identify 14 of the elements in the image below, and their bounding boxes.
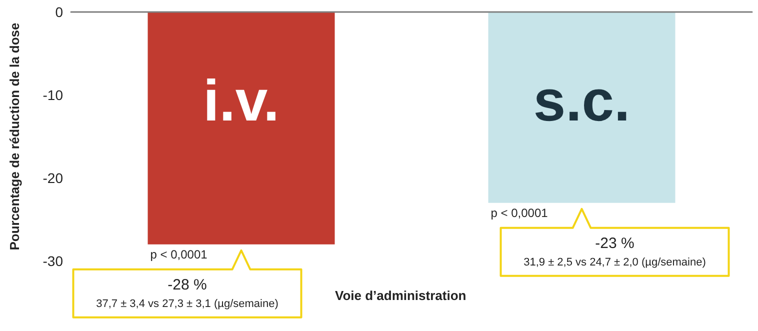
- annotation: p < 0,0001: [490, 206, 548, 220]
- annotation: 31,9 ± 2,5 vs 24,7 ± 2,0 (µg/semaine): [524, 256, 706, 268]
- data-label: -23 %: [595, 234, 634, 252]
- y-tick-label: 0: [55, 4, 64, 20]
- text: 37,7 ± 3,4 vs 27,3 ± 3,1 (µg/semaine): [96, 298, 278, 310]
- y-axis-title: Pourcentage de réduction de la dose: [7, 22, 22, 250]
- y-tick-label: -10: [42, 87, 64, 103]
- x-tick-label: s.c.: [533, 68, 630, 134]
- y-tick-label: -20: [42, 170, 64, 186]
- annotation: p < 0,0001: [150, 247, 208, 262]
- y-tick-label: -30: [42, 253, 64, 269]
- data-label: -28 %: [168, 276, 207, 294]
- x-tick-label: i.v.: [203, 68, 280, 134]
- x-axis-title: Voie d’administration: [335, 288, 466, 303]
